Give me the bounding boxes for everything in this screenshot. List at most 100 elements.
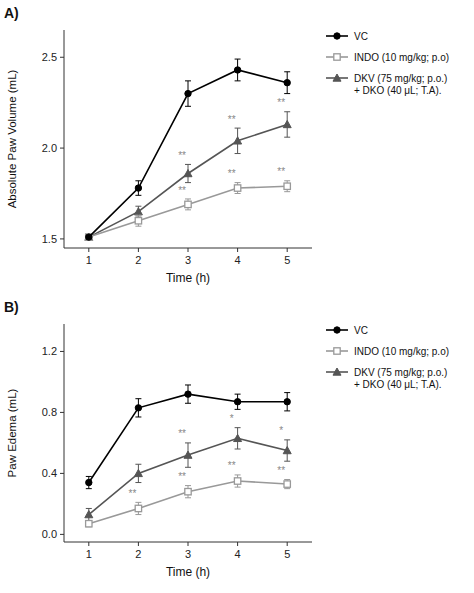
x-tick xyxy=(287,542,288,546)
plot-area xyxy=(85,59,291,240)
error-cap xyxy=(185,467,191,468)
error-bar xyxy=(185,385,191,403)
error-cap xyxy=(185,485,191,486)
error-cap xyxy=(135,464,141,465)
y-tick-label: 0.4 xyxy=(42,467,57,479)
panel: 123451.52.02.5Time (h)Absolute Paw Volum… xyxy=(4,5,449,285)
data-marker xyxy=(234,478,240,484)
error-cap xyxy=(86,476,92,477)
significance-label: ** xyxy=(129,488,137,499)
data-marker xyxy=(86,234,92,240)
significance-label: ** xyxy=(178,471,186,482)
y-tick-label: 1.2 xyxy=(42,345,57,357)
significance-label: ** xyxy=(228,460,236,471)
error-cap xyxy=(284,111,290,112)
error-cap xyxy=(235,449,241,450)
error-cap xyxy=(185,384,191,385)
error-bar xyxy=(185,443,191,467)
data-marker xyxy=(134,208,142,215)
y-tick-label: 1.5 xyxy=(42,233,57,245)
error-cap xyxy=(235,409,241,410)
error-cap xyxy=(185,403,191,404)
series-line xyxy=(89,481,287,524)
error-bar xyxy=(235,394,241,409)
legend-label-line: DKV (75 mg/kg; p.o.) xyxy=(354,73,447,84)
x-tick xyxy=(138,248,139,252)
data-marker xyxy=(86,234,92,240)
error-cap xyxy=(185,164,191,165)
y-tick xyxy=(60,148,64,149)
error-cap xyxy=(135,206,141,207)
panel-title: A) xyxy=(4,5,19,21)
y-tick xyxy=(60,412,64,413)
y-tick xyxy=(60,534,64,535)
y-tick xyxy=(60,57,64,58)
legend-label-line: DKV (75 mg/kg; p.o.) xyxy=(354,367,447,378)
error-cap xyxy=(185,106,191,107)
error-bar xyxy=(235,475,241,487)
data-marker xyxy=(185,488,191,494)
error-cap xyxy=(135,398,141,399)
y-tick-label: 2.5 xyxy=(42,51,57,63)
x-tick-label: 3 xyxy=(185,254,191,266)
significance-label: ** xyxy=(277,97,285,108)
y-axis-label: Paw Edema (mL) xyxy=(6,388,18,477)
legend: VCINDO (10 mg/kg; p.o)DKV (75 mg/kg; p.o… xyxy=(326,325,449,390)
error-cap xyxy=(284,479,290,480)
legend-marker xyxy=(333,74,341,81)
legend: VC INDO (10 mg/kg; p.o) DKV (75 mg/kg; p.o… xyxy=(326,31,449,96)
y-axis-label: Absolute Paw Volume (mL) xyxy=(6,69,18,208)
data-marker xyxy=(234,67,240,73)
significance-label: ** xyxy=(277,166,285,177)
error-cap xyxy=(185,182,191,183)
data-marker xyxy=(185,391,191,397)
data-marker xyxy=(134,469,142,476)
legend-label: VC xyxy=(354,325,368,336)
data-marker xyxy=(185,201,191,207)
data-marker xyxy=(234,185,240,191)
legend-marker xyxy=(334,33,340,39)
series-line xyxy=(89,124,287,237)
error-cap xyxy=(235,59,241,60)
error-bar xyxy=(284,72,290,94)
data-marker xyxy=(234,137,242,144)
error-bar xyxy=(235,183,241,194)
data-marker xyxy=(284,79,290,85)
legend-marker xyxy=(334,327,340,333)
legend-label-line: VC xyxy=(354,31,368,42)
error-bar xyxy=(135,464,141,482)
error-bar xyxy=(235,59,241,81)
legend-label: DKV (75 mg/kg; p.o.)+ DKO (40 μL; T.A). xyxy=(354,367,447,390)
x-tick-label: 5 xyxy=(284,548,290,560)
series xyxy=(85,112,291,241)
x-tick xyxy=(138,542,139,546)
legend-label: DKV (75 mg/kg; p.o.)+ DKO (40 μL; T.A). xyxy=(354,73,447,96)
data-marker xyxy=(284,399,290,405)
error-cap xyxy=(284,71,290,72)
y-tick-label: 2.0 xyxy=(42,142,57,154)
legend-marker xyxy=(333,368,341,375)
error-bar xyxy=(135,502,141,514)
data-marker xyxy=(234,399,240,405)
series-line xyxy=(89,438,287,514)
legend-label-line: INDO (10 mg/kg; p.o) xyxy=(354,52,449,63)
error-bar xyxy=(185,486,191,498)
x-tick xyxy=(287,248,288,252)
significance-label: ** xyxy=(178,150,186,161)
x-tick xyxy=(188,542,189,546)
error-cap xyxy=(235,80,241,81)
data-marker xyxy=(135,185,141,191)
error-cap xyxy=(284,180,290,181)
x-tick xyxy=(88,542,89,546)
error-cap xyxy=(185,198,191,199)
error-cap xyxy=(235,128,241,129)
error-cap xyxy=(135,416,141,417)
x-tick xyxy=(88,248,89,252)
error-cap xyxy=(185,209,191,210)
y-tick-label: 0.0 xyxy=(42,528,57,540)
error-bar xyxy=(135,206,141,217)
series-line xyxy=(89,70,287,237)
error-bar xyxy=(284,393,290,411)
error-cap xyxy=(235,474,241,475)
x-tick-label: 5 xyxy=(284,254,290,266)
